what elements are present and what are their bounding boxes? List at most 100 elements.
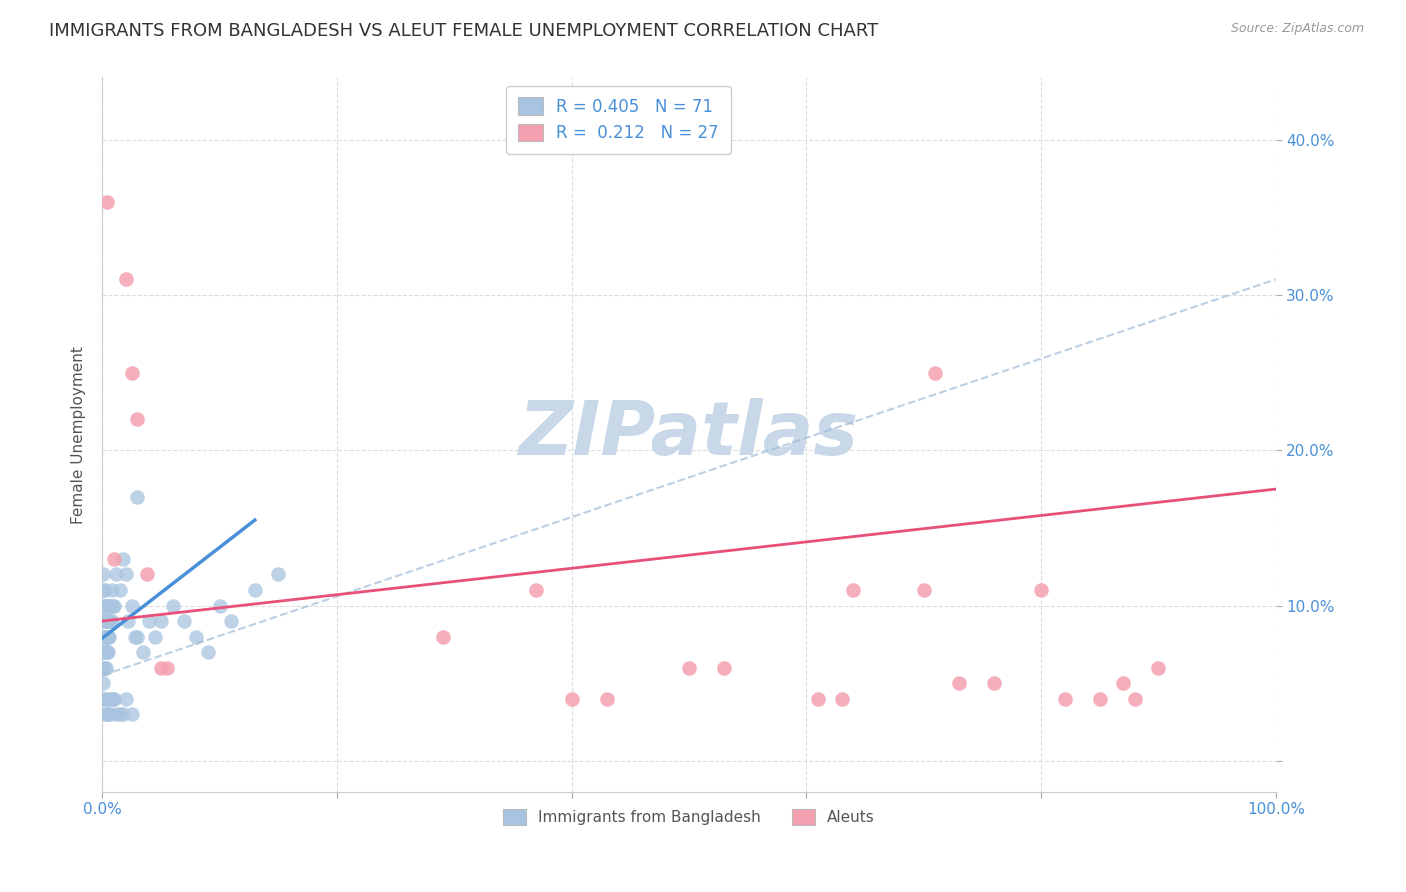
Point: [97, 630, 120, 644]
Point: [96, 194, 118, 209]
Point: [173, 614, 195, 628]
Point: [138, 614, 160, 628]
Point: [713, 661, 735, 675]
Point: [807, 691, 830, 706]
Point: [526, 582, 548, 597]
Point: [100, 599, 122, 613]
Point: [94, 661, 117, 675]
Y-axis label: Female Unemployment: Female Unemployment: [72, 346, 86, 524]
Point: [184, 630, 207, 644]
Point: [912, 582, 935, 597]
Point: [121, 366, 143, 380]
Point: [243, 582, 266, 597]
Point: [93, 582, 115, 597]
Point: [97, 614, 120, 628]
Point: [948, 676, 970, 690]
Point: [1088, 691, 1111, 706]
Point: [98, 599, 121, 613]
Point: [842, 582, 865, 597]
Point: [101, 691, 124, 706]
Point: [93, 676, 115, 690]
Point: [105, 567, 128, 582]
Point: [1053, 691, 1076, 706]
Point: [121, 707, 143, 722]
Point: [103, 691, 125, 706]
Point: [924, 366, 946, 380]
Point: [96, 630, 118, 644]
Point: [156, 661, 179, 675]
Point: [108, 707, 131, 722]
Point: [96, 614, 118, 628]
Point: [1123, 691, 1146, 706]
Point: [1029, 582, 1052, 597]
Point: [100, 707, 122, 722]
Point: [93, 661, 115, 675]
Point: [93, 707, 115, 722]
Point: [114, 567, 136, 582]
Point: [100, 614, 122, 628]
Point: [100, 614, 122, 628]
Point: [432, 630, 454, 644]
Point: [93, 614, 115, 628]
Point: [124, 630, 146, 644]
Point: [98, 630, 121, 644]
Point: [93, 645, 115, 659]
Point: [127, 630, 149, 644]
Point: [96, 707, 118, 722]
Point: [1147, 661, 1170, 675]
Point: [97, 707, 120, 722]
Point: [93, 567, 115, 582]
Point: [149, 614, 172, 628]
Text: ZIPatlas: ZIPatlas: [519, 398, 859, 471]
Point: [94, 691, 117, 706]
Point: [127, 412, 149, 426]
Point: [678, 661, 700, 675]
Point: [127, 490, 149, 504]
Point: [93, 614, 115, 628]
Point: [96, 645, 118, 659]
Point: [100, 691, 122, 706]
Point: [831, 691, 853, 706]
Point: [93, 661, 115, 675]
Point: [98, 614, 121, 628]
Point: [103, 599, 125, 613]
Point: [112, 552, 135, 566]
Point: [208, 599, 231, 613]
Point: [114, 691, 136, 706]
Text: Source: ZipAtlas.com: Source: ZipAtlas.com: [1230, 22, 1364, 36]
Point: [94, 599, 117, 613]
Point: [117, 614, 139, 628]
Point: [114, 272, 136, 286]
Point: [162, 599, 184, 613]
Point: [98, 691, 121, 706]
Point: [596, 691, 619, 706]
Point: [97, 645, 120, 659]
Point: [94, 645, 117, 659]
Point: [132, 645, 155, 659]
Text: IMMIGRANTS FROM BANGLADESH VS ALEUT FEMALE UNEMPLOYMENT CORRELATION CHART: IMMIGRANTS FROM BANGLADESH VS ALEUT FEMA…: [49, 22, 879, 40]
Point: [267, 567, 290, 582]
Point: [221, 614, 243, 628]
Point: [93, 630, 115, 644]
Point: [93, 645, 115, 659]
Point: [105, 707, 128, 722]
Point: [112, 707, 135, 722]
Point: [93, 599, 115, 613]
Point: [983, 676, 1005, 690]
Point: [94, 614, 117, 628]
Point: [93, 630, 115, 644]
Point: [103, 552, 125, 566]
Point: [93, 582, 115, 597]
Point: [143, 630, 166, 644]
Legend: Immigrants from Bangladesh, Aleuts: Immigrants from Bangladesh, Aleuts: [494, 800, 884, 834]
Point: [121, 599, 143, 613]
Point: [149, 661, 172, 675]
Point: [561, 691, 583, 706]
Point: [108, 582, 131, 597]
Point: [197, 645, 219, 659]
Point: [94, 630, 117, 644]
Point: [135, 567, 157, 582]
Point: [96, 599, 118, 613]
Point: [1112, 676, 1135, 690]
Point: [93, 599, 115, 613]
